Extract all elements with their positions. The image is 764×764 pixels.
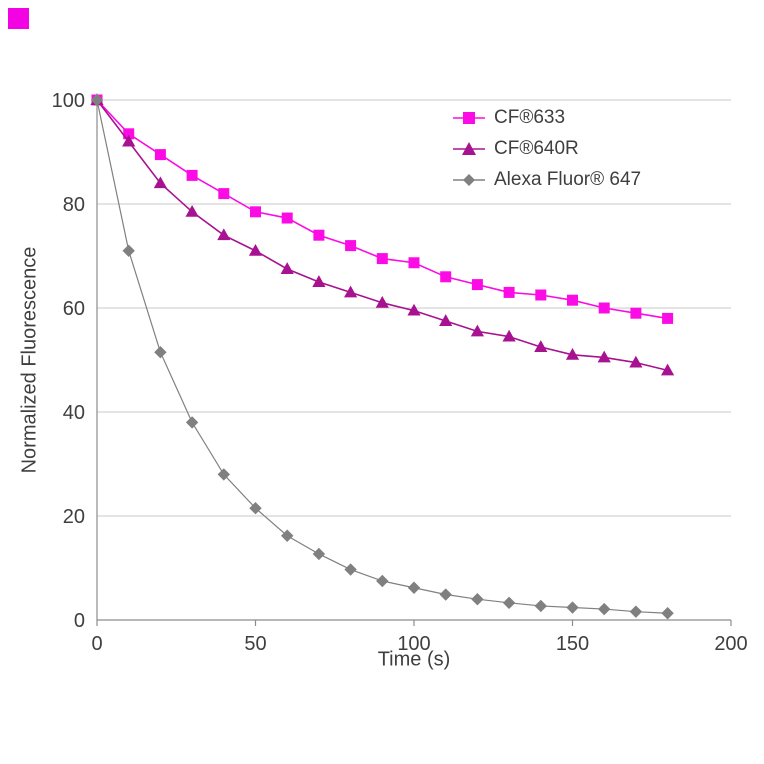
marker-square [535,289,547,301]
marker-square [345,240,357,252]
x-tick-label: 200 [714,633,747,655]
marker-square [408,257,420,269]
marker-triangle [534,340,548,352]
marker-square [471,279,483,291]
marker-triangle [565,347,580,360]
marker-triangle [661,363,675,376]
legend-item: CF®640R [452,133,641,164]
marker-square [630,307,642,319]
marker-square [123,128,135,140]
marker-triangle [502,329,516,342]
legend-label: Alexa Fluor® 647 [494,168,642,190]
marker-diamond [471,593,484,606]
legend-label: CF®633 [494,106,566,128]
y-tick-label: 100 [52,90,85,112]
legend-triangle-icon [453,141,485,155]
marker-square [154,149,166,161]
x-axis-title: Time (s) [377,648,451,671]
marker-square [440,271,452,283]
y-axis-title: Normalized Fluorescence [18,246,41,474]
legend-item: CF®633 [452,102,641,133]
marker-diamond [122,244,135,257]
x-tick-label: 100 [397,633,430,655]
legend-square-icon [453,111,485,124]
chart-legend: CF®633 CF®640R Alexa Fluor® 647 [452,102,641,195]
marker-diamond [598,602,611,616]
legend-diamond-icon [453,173,485,186]
marker-square [250,206,261,218]
x-tick-label: 50 [244,633,266,655]
marker-triangle [375,295,389,308]
marker-diamond [90,93,104,107]
marker-diamond [217,468,230,481]
marker-triangle [185,204,199,217]
marker-triangle [344,285,358,298]
marker-diamond [534,599,547,613]
marker-diamond [344,563,357,576]
legend-label: CF®640R [494,137,579,159]
marker-square [567,294,578,306]
marker-diamond [566,601,579,614]
marker-triangle [470,324,484,337]
marker-triangle [312,275,326,287]
marker-diamond [185,416,199,429]
marker-square [281,212,293,224]
marker-triangle [597,350,611,363]
brand-logo-square [8,8,29,29]
marker-triangle [122,134,136,147]
marker-square [376,253,388,265]
y-tick-label: 80 [63,194,85,216]
marker-diamond [154,346,167,359]
marker-diamond [439,588,452,601]
marker-triangle [629,355,643,368]
y-tick-label: 20 [63,506,85,528]
marker-diamond [281,529,294,542]
marker-square [186,169,198,181]
y-tick-label: 40 [63,402,85,424]
marker-square [598,302,610,314]
marker-triangle [407,303,421,316]
x-tick-label: 0 [91,633,102,655]
legend-item: Alexa Fluor® 647 [452,164,641,195]
marker-square [218,188,230,200]
marker-diamond [661,607,674,620]
marker-triangle [217,228,231,241]
marker-triangle [280,262,294,274]
y-tick-label: 0 [74,610,85,632]
marker-triangle [439,314,453,326]
marker-diamond [502,596,516,610]
y-tick-label: 60 [63,298,85,320]
marker-triangle [153,176,167,189]
marker-diamond [376,574,389,588]
marker-triangle [248,243,263,256]
marker-square [313,229,325,241]
marker-diamond [629,605,643,618]
marker-diamond [407,581,421,594]
x-tick-label: 150 [556,633,589,655]
marker-square [503,286,515,298]
marker-diamond [249,502,262,515]
marker-square [662,312,674,324]
marker-diamond [312,547,326,561]
